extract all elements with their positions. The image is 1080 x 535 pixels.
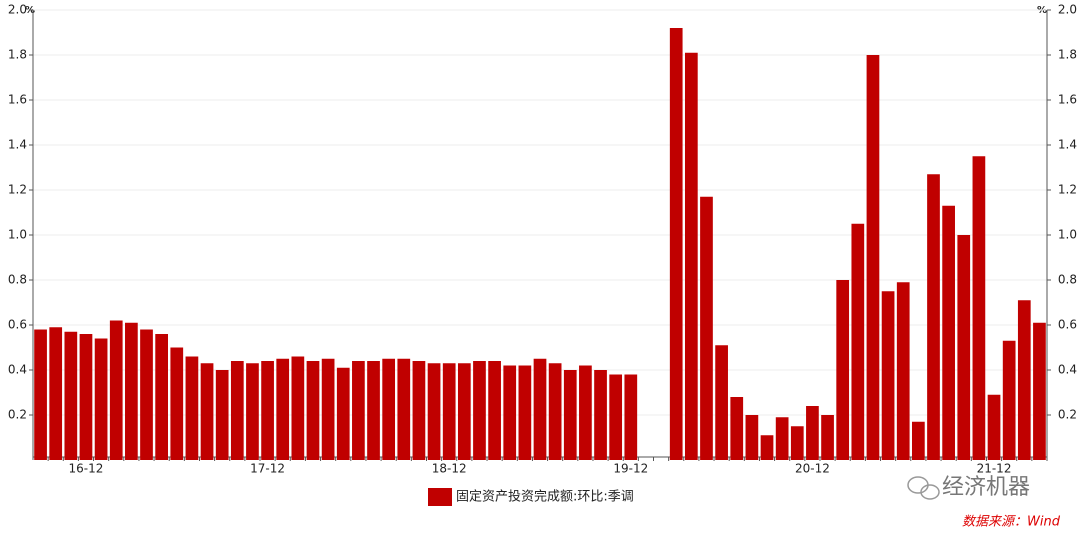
x-tick-label: 17-12	[250, 462, 285, 476]
bar	[109, 320, 123, 460]
bar	[609, 374, 623, 460]
y2-tick-label: 1.6	[1058, 93, 1077, 107]
y2-tick-label: 1.4	[1058, 138, 1077, 152]
bar	[806, 406, 819, 460]
x-tick-label: 19-12	[613, 462, 648, 476]
bar	[382, 358, 396, 460]
y-tick-label: 1.8	[8, 48, 27, 62]
bar	[246, 363, 259, 460]
bar	[669, 28, 683, 460]
bar	[34, 329, 47, 460]
bar	[700, 196, 713, 460]
y-tick-label: 2.0	[8, 3, 27, 17]
bar	[972, 156, 986, 460]
bar	[336, 367, 350, 460]
bar	[730, 397, 744, 460]
bar	[185, 356, 199, 460]
bar	[912, 421, 925, 460]
bar	[230, 361, 244, 460]
y2-tick-label: 0.8	[1058, 273, 1077, 287]
bar	[321, 358, 335, 460]
y-tick-label: 0.8	[8, 273, 27, 287]
bar	[442, 363, 456, 460]
bar	[412, 361, 426, 460]
bar	[155, 334, 168, 460]
bar	[397, 358, 411, 460]
x-tick-label: 20-12	[795, 462, 830, 476]
y-tick-label: 1.4	[8, 138, 27, 152]
bar	[306, 361, 320, 460]
watermark-icon	[907, 476, 940, 500]
y2-tick-label: 0.2	[1058, 408, 1077, 422]
bar	[352, 361, 365, 460]
x-tick-label: 18-12	[432, 462, 467, 476]
bar	[927, 174, 940, 460]
legend-swatch	[428, 488, 452, 506]
bar	[775, 417, 789, 460]
bar	[790, 426, 804, 460]
y2-tick-label: 0.6	[1058, 318, 1077, 332]
bar	[1033, 322, 1046, 460]
y-tick-label: 1.0	[8, 228, 27, 242]
bar	[836, 280, 850, 460]
bar	[881, 291, 895, 460]
y-tick-label: 0.6	[8, 318, 27, 332]
bar	[896, 282, 910, 460]
bar	[563, 370, 577, 460]
bar	[1017, 300, 1031, 460]
bar	[49, 327, 63, 460]
bar	[291, 356, 305, 460]
y-tick-label: 0.2	[8, 408, 27, 422]
y2-tick-label: 1.8	[1058, 48, 1077, 62]
x-tick-label: 21-12	[977, 462, 1012, 476]
bar	[140, 329, 153, 460]
y2-tick-label: 1.0	[1058, 228, 1077, 242]
source: 数据来源：Wind	[962, 515, 1061, 530]
x-tick-label: 16-12	[69, 462, 104, 476]
bar	[276, 358, 290, 460]
y2-tick-label: 1.2	[1058, 183, 1077, 197]
bar	[760, 435, 774, 460]
bar	[457, 363, 471, 460]
y-tick-label: 1.2	[8, 183, 27, 197]
bar	[503, 365, 517, 460]
bar	[488, 361, 501, 460]
bar	[821, 415, 834, 460]
bar	[94, 338, 108, 460]
bar	[79, 334, 93, 460]
bar	[473, 361, 486, 460]
bar	[957, 235, 971, 460]
bar	[851, 223, 865, 460]
bar	[942, 205, 955, 460]
bar	[125, 322, 138, 460]
bar	[866, 55, 880, 460]
bar	[170, 347, 184, 460]
bar	[987, 394, 1001, 460]
bar	[518, 365, 532, 460]
bar	[533, 358, 547, 460]
bar	[427, 363, 441, 460]
bar	[579, 365, 592, 460]
bar	[261, 361, 274, 460]
bar	[594, 370, 607, 460]
legend-label: 固定资产投资完成额:环比:季调	[456, 489, 634, 505]
y-tick-label: 1.6	[8, 93, 27, 107]
bar	[684, 52, 698, 460]
bar	[745, 415, 759, 460]
bar	[548, 363, 562, 460]
bar	[715, 345, 728, 460]
y2-tick-label: 0.4	[1058, 363, 1077, 377]
bar	[624, 374, 638, 460]
bar	[64, 331, 78, 460]
y2-tick-label: 2.0	[1058, 3, 1077, 17]
bar	[200, 363, 214, 460]
watermark: 经济机器	[942, 475, 1030, 500]
y-tick-label: 0.4	[8, 363, 27, 377]
bar	[1002, 340, 1016, 460]
bar	[215, 370, 229, 460]
bar	[367, 361, 380, 460]
